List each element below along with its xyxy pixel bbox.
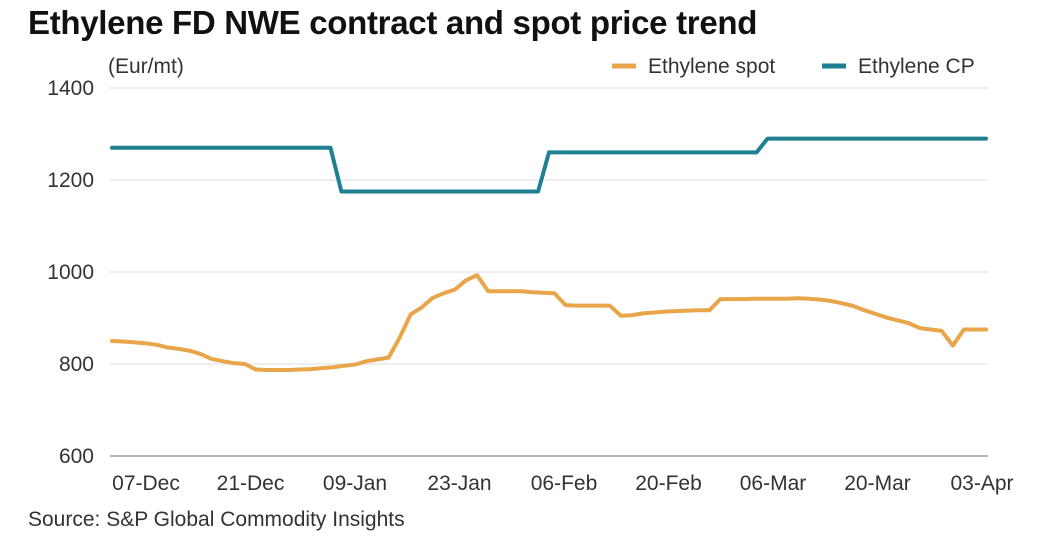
x-tick-label: 03-Apr <box>950 472 1013 495</box>
x-tick-label: 09-Jan <box>323 472 387 495</box>
x-tick-label: 07-Dec <box>112 472 180 495</box>
grid-lines <box>110 87 988 457</box>
legend-label: Ethylene spot <box>648 55 775 78</box>
x-tick-label: 20-Mar <box>844 472 911 495</box>
y-tick-label: 800 <box>59 353 94 376</box>
y-tick-label: 1400 <box>47 77 94 100</box>
y-tick-label: 1200 <box>47 169 94 192</box>
x-tick-label: 21-Dec <box>217 472 285 495</box>
x-tick-labels: 07-Dec 21-Dec 09-Jan 23-Jan 06-Feb 20-Feb 06-M… <box>112 472 1013 495</box>
series-line-ethylene-spot <box>110 273 988 372</box>
x-tick-label: 06-Mar <box>740 472 807 495</box>
source-note: Source: S&P Global Commodity Insights <box>28 508 405 531</box>
legend-label: Ethylene CP <box>858 55 975 78</box>
x-tick-label: 06-Feb <box>531 472 598 495</box>
legend: Ethylene spot Ethylene CP <box>612 55 975 78</box>
x-tick-label: 20-Feb <box>635 472 702 495</box>
x-tick-label: 23-Jan <box>427 472 491 495</box>
chart-title: Ethylene FD NWE contract and spot price … <box>28 4 758 41</box>
y-axis-label: (Eur/mt) <box>108 55 184 78</box>
y-tick-label: 1000 <box>47 261 94 284</box>
series-line-ethylene-cp <box>110 136 988 194</box>
y-tick-label: 600 <box>59 445 94 468</box>
y-tick-labels: 600 800 1000 1200 1400 <box>47 77 94 468</box>
series-lines <box>110 136 988 372</box>
